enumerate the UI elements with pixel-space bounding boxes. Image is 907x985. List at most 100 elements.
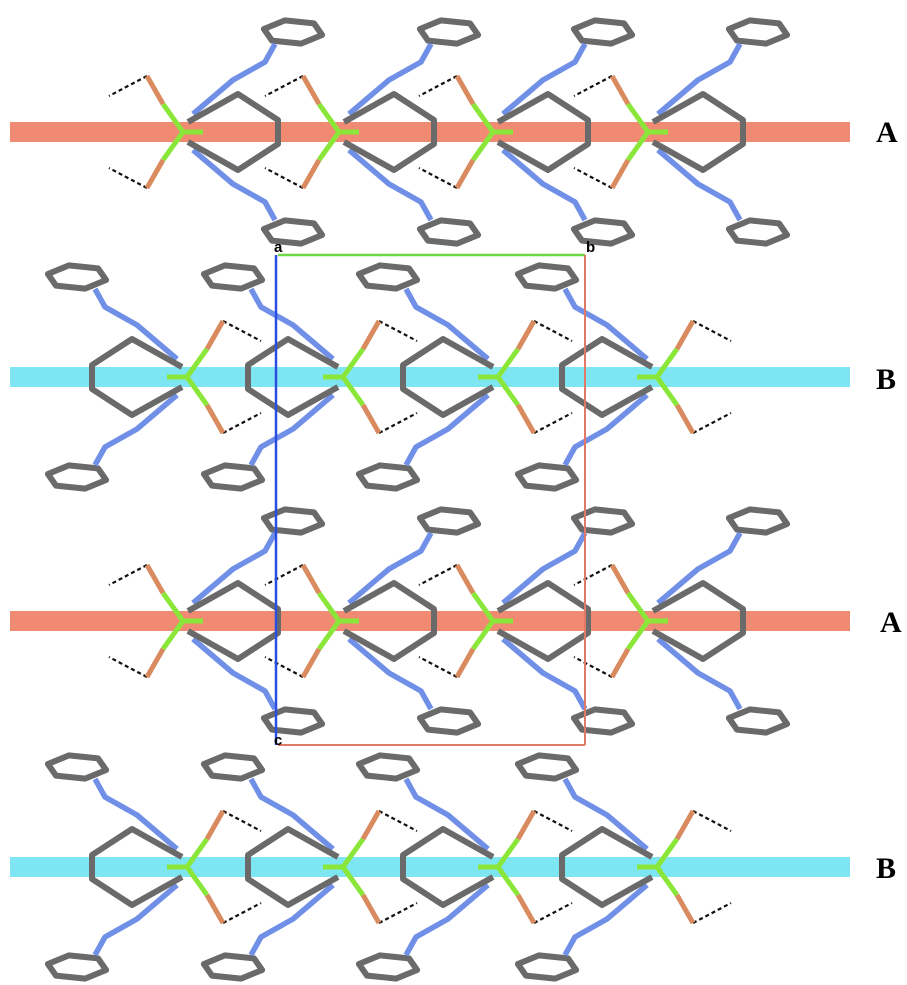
halide-bond <box>674 809 696 841</box>
molecule <box>200 752 418 982</box>
halide-bond <box>204 319 226 351</box>
phenyl-ring <box>200 952 266 982</box>
metal-bond <box>625 102 651 134</box>
phenyl-ring <box>200 752 266 782</box>
metal-bond <box>160 130 186 162</box>
hydrogen-bond <box>108 167 148 189</box>
metal-bond <box>160 102 186 134</box>
phenyl-ring <box>514 262 580 292</box>
phenyl-ring <box>44 952 110 982</box>
azo-chain <box>347 42 434 117</box>
metal-bond <box>316 591 342 623</box>
axis-label-a: a <box>274 239 283 256</box>
phenyl-ring <box>514 462 580 492</box>
halide-bond <box>609 563 631 595</box>
metal-bond <box>316 130 342 162</box>
axis-label-c: c <box>274 732 282 749</box>
hydrogen-bond <box>264 656 304 678</box>
hydrogen-bond <box>692 320 732 342</box>
halide-bond <box>674 893 696 925</box>
metal-bond <box>184 865 210 897</box>
phenyl-ring <box>260 217 326 247</box>
halide-bond <box>144 563 166 595</box>
hydrogen-bond <box>533 320 573 342</box>
phenyl-ring <box>725 17 791 47</box>
halide-bond <box>609 74 631 106</box>
metal-bond <box>654 347 680 379</box>
azo-chain <box>403 392 490 467</box>
halide-bond <box>360 893 382 925</box>
ligand-backbone <box>89 336 184 418</box>
halide-bond <box>609 647 631 679</box>
metal-bond <box>184 837 210 869</box>
molecule <box>514 262 732 492</box>
metal-bond <box>495 375 521 407</box>
ligand-backbone <box>651 580 746 662</box>
azo-chain <box>501 42 588 117</box>
halide-bond <box>144 158 166 190</box>
metal-bond <box>654 865 680 897</box>
phenyl-ring <box>725 506 791 536</box>
metal-bond <box>625 130 651 162</box>
halide-bond <box>204 809 226 841</box>
hydrogen-bond <box>222 810 262 832</box>
metal-bond <box>340 375 366 407</box>
azo-chain <box>403 287 490 362</box>
hydrogen-bond <box>533 810 573 832</box>
azo-chain <box>656 531 743 606</box>
hydrogen-bond <box>378 320 418 342</box>
layer-labels: A B A B <box>876 116 902 885</box>
hydrogen-bond <box>573 564 613 586</box>
phenyl-ring <box>416 506 482 536</box>
hydrogen-bond <box>533 902 573 924</box>
hydrogen-bond <box>108 75 148 97</box>
ligand-backbone <box>651 91 746 173</box>
molecule <box>573 17 791 247</box>
halide-bond <box>515 809 537 841</box>
azo-chain <box>92 882 179 957</box>
hydrogen-bond <box>418 564 458 586</box>
halide-bond <box>144 74 166 106</box>
layer-band-4 <box>10 857 850 877</box>
layer-label-4: B <box>876 852 896 885</box>
phenyl-ring <box>355 752 421 782</box>
metal-bond <box>470 591 496 623</box>
halide-bond <box>454 563 476 595</box>
metal-bond <box>654 837 680 869</box>
hydrogen-bond <box>573 75 613 97</box>
hydrogen-bond <box>692 412 732 434</box>
azo-chain <box>501 531 588 606</box>
molecule <box>514 752 732 982</box>
halide-bond <box>515 893 537 925</box>
azo-chain <box>347 636 434 711</box>
halide-bond <box>300 74 322 106</box>
molecule <box>418 506 636 736</box>
layer-bands <box>10 122 850 877</box>
hydrogen-bond <box>378 412 418 434</box>
halide-bond <box>360 809 382 841</box>
metal-bond <box>495 347 521 379</box>
azo-chain <box>562 287 649 362</box>
azo-chain <box>403 777 490 852</box>
halide-bond <box>144 647 166 679</box>
phenyl-ring <box>725 706 791 736</box>
azo-chain <box>347 147 434 222</box>
azo-chain <box>562 392 649 467</box>
halide-bond <box>454 158 476 190</box>
metal-bond <box>470 102 496 134</box>
ligand-backbone <box>559 336 654 418</box>
halide-bond <box>515 403 537 435</box>
halide-bond <box>300 563 322 595</box>
phenyl-ring <box>200 262 266 292</box>
azo-chain <box>92 777 179 852</box>
ligand-backbone <box>400 336 495 418</box>
halide-bond <box>609 158 631 190</box>
hydrogen-bond <box>573 656 613 678</box>
ligand-backbone <box>342 580 437 662</box>
halide-bond <box>674 403 696 435</box>
metal-bond <box>316 102 342 134</box>
hydrogen-bond <box>264 75 304 97</box>
metal-bond <box>340 347 366 379</box>
ligand-backbone <box>559 826 654 908</box>
